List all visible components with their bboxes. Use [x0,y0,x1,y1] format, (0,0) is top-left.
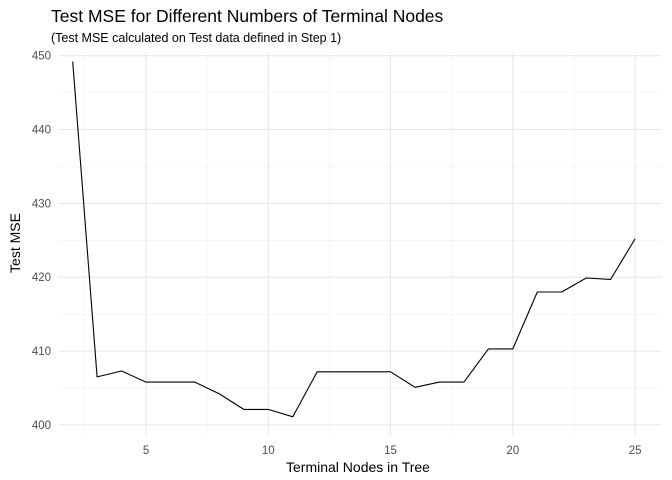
y-tick-labels: 400 410 420 430 440 450 [32,51,51,432]
y-tick-label: 410 [32,346,51,358]
y-tick-label: 440 [32,125,51,137]
x-tick-label: 10 [262,445,275,457]
y-axis-title: Test MSE [7,213,23,273]
major-gridlines [58,52,662,436]
series-layer [72,61,636,418]
series-line [72,61,636,418]
x-tick-labels: 5 10 15 20 25 [143,445,642,457]
y-tick-label: 450 [32,51,51,63]
y-tick-label: 420 [32,272,51,284]
y-tick-label: 430 [32,198,51,210]
x-axis-title: Terminal Nodes in Tree [286,459,430,475]
x-tick-label: 15 [384,445,397,457]
chart-title: Test MSE for Different Numbers of Termin… [51,6,444,26]
chart-subtitle: (Test MSE calculated on Test data define… [51,31,342,45]
y-tick-label: 400 [32,420,51,432]
x-tick-label: 25 [629,445,642,457]
minor-gridlines [58,52,662,436]
x-tick-label: 20 [506,445,519,457]
x-tick-label: 5 [143,445,149,457]
